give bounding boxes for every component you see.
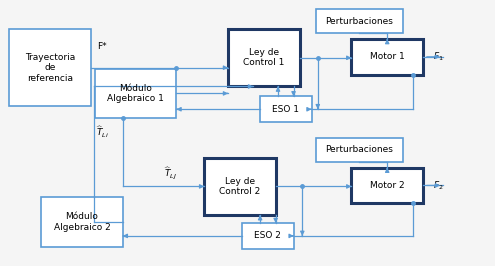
Text: F*: F* (97, 42, 106, 51)
Text: $\widehat{T}_{LJ}$: $\widehat{T}_{LJ}$ (164, 166, 177, 181)
Bar (260, 96, 312, 122)
Bar (95, 69, 176, 118)
Text: Módulo
Algebraico 1: Módulo Algebraico 1 (107, 84, 164, 103)
Text: ESO 1: ESO 1 (272, 105, 299, 114)
Bar (316, 138, 403, 162)
Text: Perturbaciones: Perturbaciones (325, 145, 394, 154)
Text: $F_2$: $F_2$ (433, 179, 444, 192)
Text: Motor 2: Motor 2 (370, 181, 404, 190)
Text: Perturbaciones: Perturbaciones (325, 17, 394, 26)
Text: Módulo
Algebraico 2: Módulo Algebraico 2 (53, 212, 110, 232)
Bar (242, 223, 294, 249)
Bar (316, 9, 403, 33)
Text: Ley de
Control 2: Ley de Control 2 (219, 177, 261, 196)
Text: $\widehat{T}_{Li}$: $\widehat{T}_{Li}$ (96, 124, 109, 140)
Bar (228, 29, 299, 86)
Bar (351, 168, 423, 203)
Text: Ley de
Control 1: Ley de Control 1 (243, 48, 285, 68)
Text: Trayectoria
de
referencia: Trayectoria de referencia (25, 53, 75, 82)
Text: Motor 1: Motor 1 (370, 52, 404, 61)
Bar (41, 197, 123, 247)
Bar (204, 158, 276, 215)
Bar (9, 29, 91, 106)
Text: ESO 2: ESO 2 (254, 231, 281, 240)
Bar (351, 39, 423, 75)
Text: $F_1$: $F_1$ (433, 51, 444, 63)
